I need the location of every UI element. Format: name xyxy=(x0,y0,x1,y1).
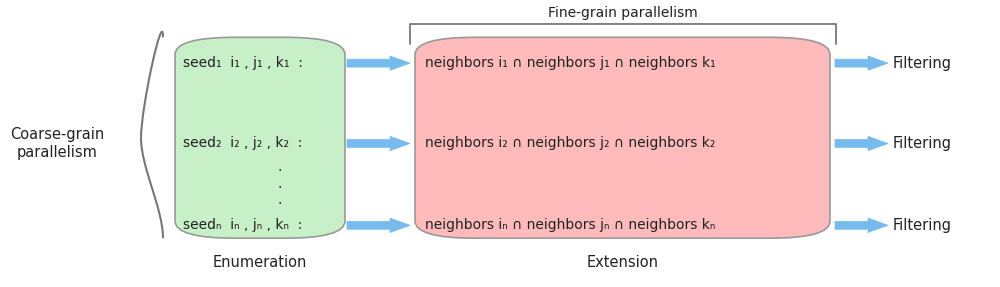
Text: Coarse-grain
parallelism: Coarse-grain parallelism xyxy=(10,127,104,160)
Text: Extension: Extension xyxy=(587,255,659,270)
Text: Enumeration: Enumeration xyxy=(213,255,307,270)
Text: seed₂  i₂ , j₂ , k₂  :: seed₂ i₂ , j₂ , k₂ : xyxy=(183,137,302,150)
Polygon shape xyxy=(835,56,888,70)
Text: Fine-grain parallelism: Fine-grain parallelism xyxy=(548,6,698,20)
Polygon shape xyxy=(347,56,410,70)
Text: seed₁  i₁ , j₁ , k₁  :: seed₁ i₁ , j₁ , k₁ : xyxy=(183,56,303,70)
Text: neighbors i₁ ∩ neighbors j₁ ∩ neighbors k₁: neighbors i₁ ∩ neighbors j₁ ∩ neighbors … xyxy=(425,56,716,70)
Polygon shape xyxy=(347,136,410,151)
Polygon shape xyxy=(835,136,888,151)
Text: .
.
.: . . . xyxy=(278,160,282,207)
Polygon shape xyxy=(347,218,410,232)
Text: Filtering: Filtering xyxy=(893,56,952,71)
Text: Filtering: Filtering xyxy=(893,136,952,151)
Text: Filtering: Filtering xyxy=(893,218,952,233)
FancyBboxPatch shape xyxy=(415,37,830,238)
Text: seedₙ  iₙ , jₙ , kₙ  :: seedₙ iₙ , jₙ , kₙ : xyxy=(183,218,302,232)
Text: neighbors iₙ ∩ neighbors jₙ ∩ neighbors kₙ: neighbors iₙ ∩ neighbors jₙ ∩ neighbors … xyxy=(425,218,715,232)
FancyBboxPatch shape xyxy=(175,37,345,238)
Polygon shape xyxy=(835,218,888,232)
Text: neighbors i₂ ∩ neighbors j₂ ∩ neighbors k₂: neighbors i₂ ∩ neighbors j₂ ∩ neighbors … xyxy=(425,137,715,150)
